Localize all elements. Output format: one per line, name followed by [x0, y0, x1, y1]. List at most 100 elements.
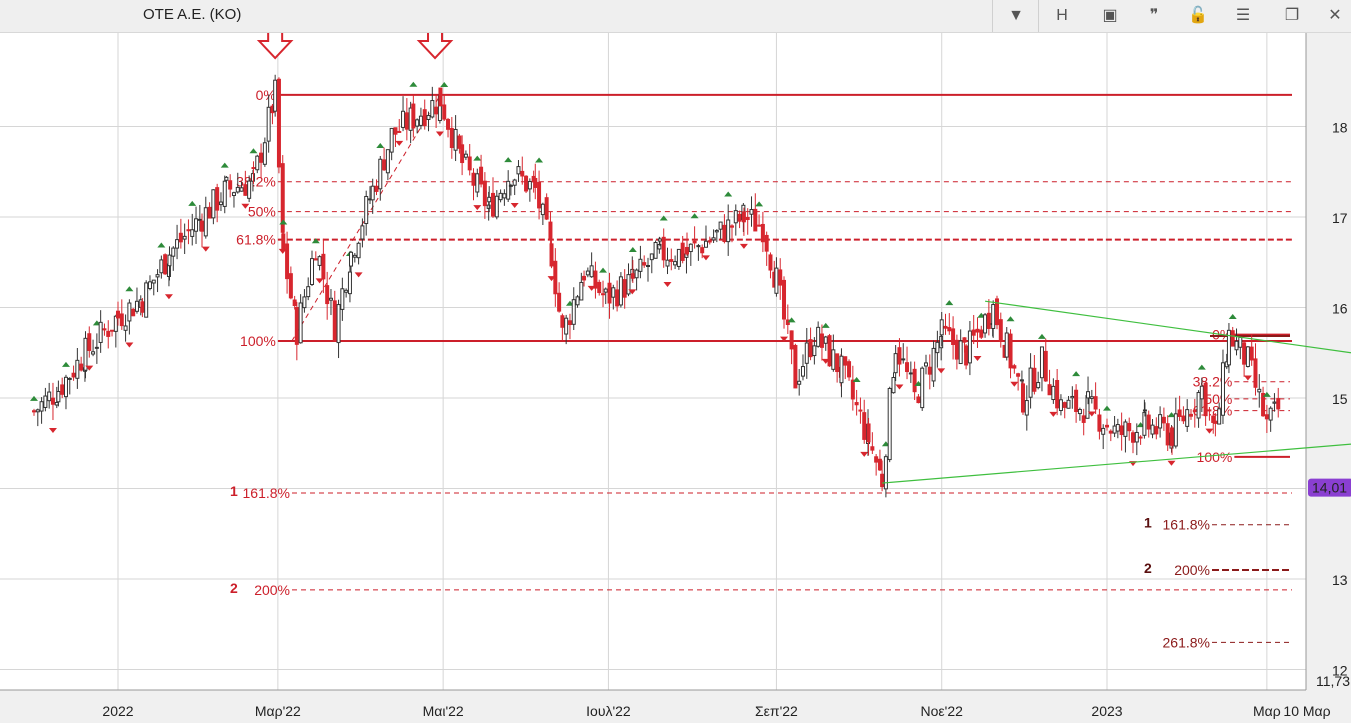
- x-end-label: 10 Μαρ: [1283, 703, 1330, 719]
- h-button[interactable]: H: [1056, 7, 1068, 24]
- candle-body: [1220, 362, 1225, 416]
- candle-body: [1086, 391, 1091, 399]
- candle-body: [1012, 365, 1017, 369]
- fractal-up-marker: [821, 322, 830, 328]
- candle-body: [1134, 431, 1139, 443]
- fractal-up-marker: [690, 213, 699, 219]
- candle-body: [733, 210, 738, 224]
- candle-body: [1019, 379, 1024, 382]
- fractal-up-marker: [945, 300, 954, 306]
- dropdown-icon[interactable]: ▼: [1008, 7, 1024, 24]
- candle-body: [1062, 402, 1067, 408]
- candle-body: [571, 299, 576, 325]
- candle-body: [1199, 385, 1204, 400]
- fractal-up-marker: [376, 142, 385, 148]
- candle-body: [1127, 423, 1132, 432]
- candle-body: [194, 218, 199, 232]
- candle-body: [524, 175, 529, 192]
- close-icon[interactable]: ✕: [1328, 7, 1342, 24]
- candle-body: [1146, 414, 1151, 430]
- y-tick-label: 12: [1332, 663, 1348, 679]
- candle-body: [991, 304, 996, 329]
- candle-body: [1089, 396, 1094, 399]
- candle-body: [564, 317, 569, 335]
- candle-body: [749, 209, 754, 215]
- candle-body: [927, 366, 932, 375]
- candle-body: [134, 300, 139, 312]
- candle-body: [155, 274, 160, 278]
- candle-body: [39, 401, 44, 412]
- candle-body: [939, 335, 944, 349]
- fractal-down-marker: [895, 384, 904, 390]
- y-tick-label: 16: [1332, 301, 1348, 317]
- panel-icon[interactable]: ▣: [1102, 7, 1118, 24]
- candle-body: [288, 273, 293, 299]
- candle-body: [893, 353, 898, 374]
- fractal-down-marker: [1010, 381, 1019, 387]
- candle-body: [98, 321, 103, 343]
- menu-icon[interactable]: ☰: [1235, 7, 1251, 24]
- fractal-down-marker: [395, 140, 404, 146]
- price-chart[interactable]: 121314151617182022Μαρ'22Μαι'22Ιουλ'22Σεπ…: [0, 33, 1351, 723]
- candle-body: [684, 253, 689, 258]
- candle-body: [259, 152, 264, 163]
- candle-body: [778, 269, 783, 286]
- plot-area: [0, 33, 1306, 690]
- candle-body: [1058, 399, 1063, 412]
- candle-body: [858, 409, 863, 412]
- candle-body: [1043, 350, 1048, 382]
- candle-body: [1074, 389, 1079, 413]
- candle-body: [582, 275, 587, 281]
- fractal-up-marker: [188, 200, 197, 206]
- candle-body: [243, 184, 248, 196]
- candle-body: [50, 397, 55, 405]
- candle-body: [1181, 415, 1186, 422]
- candle-body: [110, 329, 115, 332]
- candle-body: [626, 274, 631, 295]
- candle-body: [579, 281, 584, 301]
- candle-body: [516, 166, 521, 175]
- candle-body: [1268, 407, 1273, 421]
- fractal-up-marker: [220, 162, 229, 168]
- candle-body: [1158, 414, 1163, 429]
- candle-body: [1123, 421, 1128, 437]
- fractal-up-marker: [599, 267, 608, 273]
- candle-body: [793, 344, 798, 389]
- candle-body: [159, 259, 164, 274]
- candle-body: [935, 341, 940, 354]
- candle-body: [306, 286, 311, 298]
- fib2-level-label: 100%: [1197, 449, 1233, 465]
- last-price-label: 14,01: [1312, 480, 1347, 496]
- lock-icon[interactable]: 🔓: [1188, 7, 1208, 24]
- candle-body: [939, 319, 944, 336]
- candle-body: [891, 377, 896, 394]
- candle-body: [607, 282, 612, 304]
- candle-body: [696, 245, 701, 248]
- candle-body: [35, 409, 40, 413]
- fractal-up-marker: [279, 219, 288, 225]
- x-tick-label: Ιουλ'22: [586, 703, 631, 719]
- candle-body: [422, 109, 427, 127]
- restore-icon[interactable]: ❐: [1284, 7, 1300, 24]
- candle-body: [313, 258, 318, 261]
- candle-body: [393, 127, 398, 135]
- candle-body: [508, 184, 513, 187]
- candle-body: [140, 301, 145, 313]
- candle-body: [475, 173, 480, 193]
- candle-body: [106, 330, 111, 337]
- candle-body: [964, 345, 969, 366]
- toolbar-separator: [992, 0, 993, 32]
- candle-body: [533, 177, 538, 188]
- candle-body: [753, 208, 758, 232]
- candle-body: [653, 242, 658, 259]
- candle-body: [211, 189, 216, 219]
- candle-body: [203, 207, 208, 237]
- candle-body: [144, 282, 149, 318]
- candle-body: [486, 204, 491, 209]
- candle-body: [251, 167, 256, 170]
- quote-icon[interactable]: ❞: [1149, 7, 1159, 24]
- toolbar-separator: [1038, 0, 1039, 32]
- candle-body: [364, 195, 369, 225]
- fractal-up-marker: [249, 148, 258, 154]
- candle-body: [1036, 382, 1041, 389]
